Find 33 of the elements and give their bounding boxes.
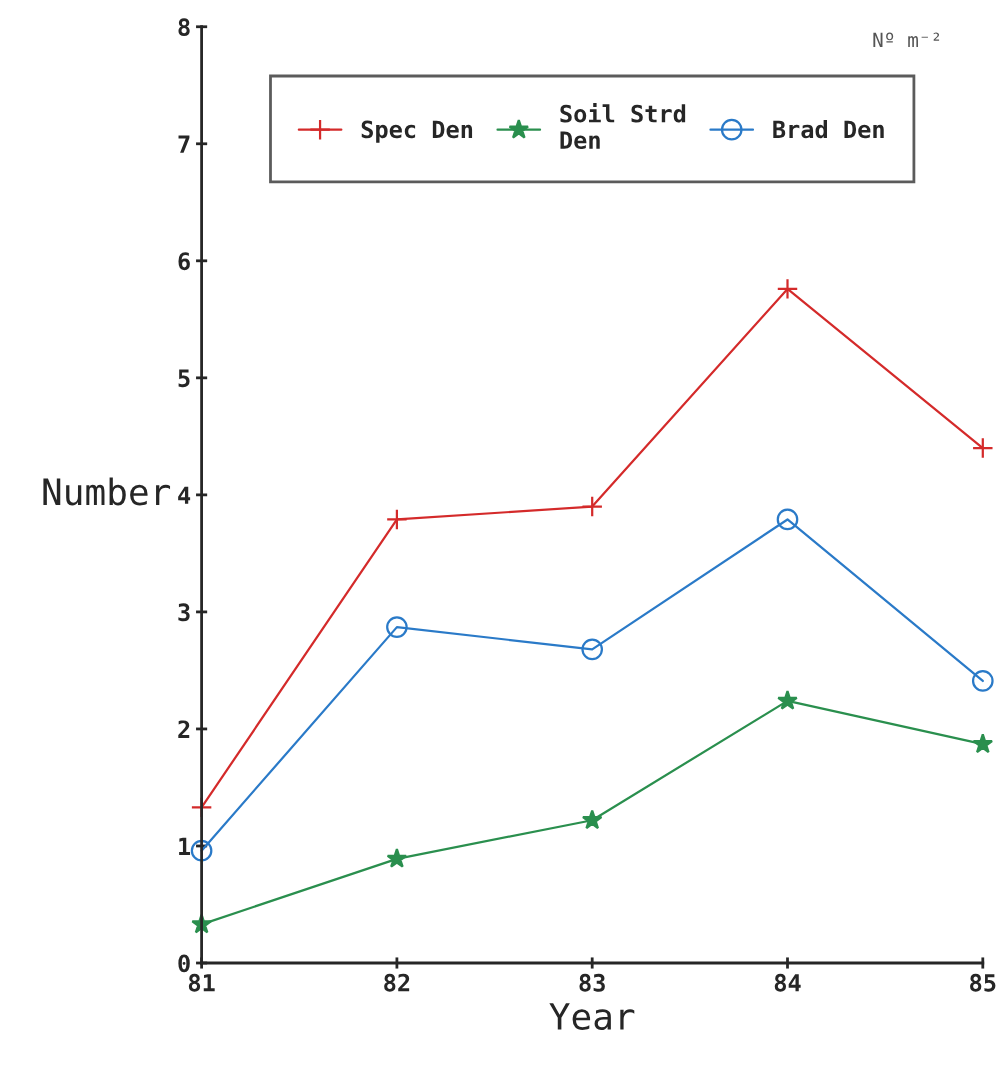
x-tick-label: 83 (579, 973, 605, 992)
y-tick-label: 2 (178, 720, 190, 738)
point (971, 437, 994, 459)
point (776, 508, 799, 531)
point (581, 495, 604, 518)
point (581, 638, 604, 661)
point (972, 733, 994, 754)
annotation: Nº m⁻² (873, 32, 940, 47)
x-axis-title: Year (549, 1003, 635, 1030)
point (777, 690, 798, 710)
legend-label: Spec Den (361, 120, 473, 143)
y-tick-label: 1 (179, 837, 191, 855)
point (581, 809, 603, 830)
x-tick-label: 84 (774, 973, 801, 992)
y-tick-label: 3 (178, 603, 190, 622)
y-tick-label: 5 (178, 369, 190, 388)
point (386, 508, 408, 531)
point (776, 278, 799, 300)
y-tick-label: 0 (178, 954, 190, 973)
point (386, 848, 408, 868)
x-tick-label: 81 (188, 973, 215, 992)
legend-label: Brad Den (773, 120, 884, 139)
y-axis-title: Number (43, 477, 171, 506)
y-tick-label: 4 (178, 486, 191, 504)
point (971, 670, 994, 692)
point (386, 616, 408, 638)
y-tick-label: 8 (178, 18, 190, 37)
y-tick-label: 7 (178, 135, 190, 153)
point (190, 839, 213, 862)
x-tick-label: 82 (384, 973, 410, 992)
legend-label: Soil Strd Den (560, 103, 686, 150)
x-tick-label: 85 (970, 973, 996, 992)
y-tick-label: 6 (178, 252, 190, 271)
